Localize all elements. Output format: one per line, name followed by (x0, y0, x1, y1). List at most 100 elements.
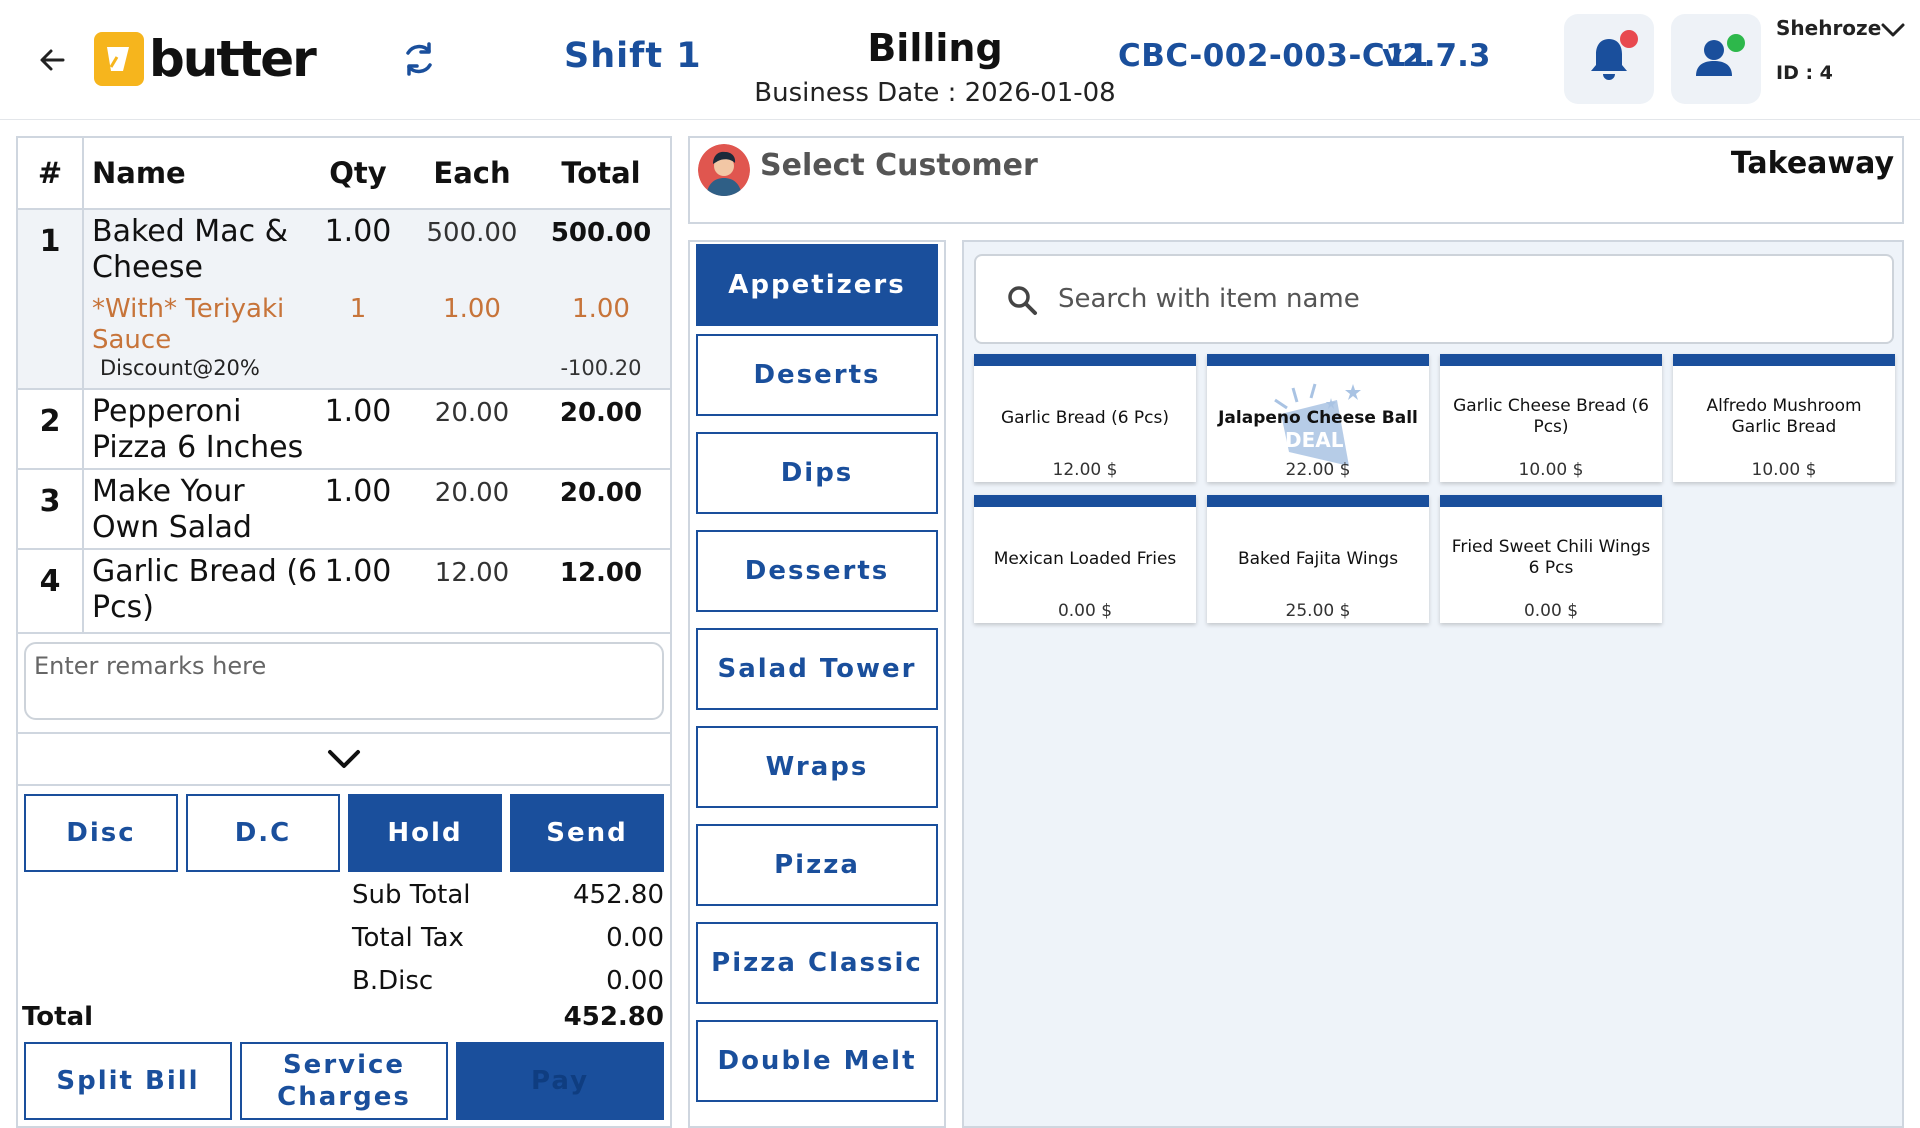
category-wraps[interactable]: Wraps (696, 726, 938, 808)
customer-avatar (698, 144, 750, 196)
category-dips[interactable]: Dips (696, 432, 938, 514)
category-deserts[interactable]: Deserts (696, 334, 938, 416)
item-total: 500.00 (550, 218, 652, 248)
sub-total-value: 452.80 (573, 880, 664, 910)
order-row[interactable]: 4 Garlic Bread (6 Pcs) 1.00 12.00 12.00 (18, 550, 670, 632)
menu-item-card[interactable]: Garlic Cheese Bread (6 Pcs) 10.00 $ (1440, 354, 1662, 482)
order-table-header: # Name Qty Each Total (18, 138, 670, 210)
column-divider (82, 138, 84, 632)
split-bill-button[interactable]: Split Bill (24, 1042, 232, 1120)
bdisc-label: B.Disc (352, 966, 434, 996)
item-total: 20.00 (559, 398, 643, 428)
menu-item-price: 0.00 $ (1523, 601, 1579, 621)
menu-item-card[interactable]: Garlic Bread (6 Pcs) 12.00 $ (974, 354, 1196, 482)
logo-text: butter (149, 30, 317, 88)
total-tax-label: Total Tax (352, 923, 464, 953)
hold-button[interactable]: Hold (348, 794, 502, 872)
deal-badge-label: DEAL (1285, 428, 1344, 452)
butter-logo: butter (94, 30, 317, 88)
column-total: Total (561, 156, 641, 190)
menu-item-card[interactable]: Baked Fajita Wings 25.00 $ (1207, 495, 1429, 623)
menu-item-price: 10.00 $ (1751, 460, 1817, 480)
row-number: 3 (39, 484, 61, 519)
item-name: Garlic Bread (6 Pcs) (92, 554, 318, 625)
column-each: Each (433, 156, 511, 190)
remarks-section (18, 632, 670, 734)
menu-item-name: Mexican Loaded Fries (993, 549, 1177, 569)
modifier-total: 1.00 (572, 294, 630, 324)
menu-item-card[interactable]: Alfredo Mushroom Garlic Bread 10.00 $ (1673, 354, 1895, 482)
notifications-button[interactable] (1564, 14, 1654, 104)
item-name: Make Your Own Salad (92, 474, 252, 545)
total-tax-value: 0.00 (606, 923, 664, 953)
refresh-icon (406, 42, 432, 76)
column-number: # (37, 156, 63, 190)
search-icon (1008, 286, 1037, 315)
item-each: 20.00 (434, 398, 510, 428)
user-name: Shehroze (1776, 16, 1882, 40)
item-name: Pepperoni Pizza 6 Inches (92, 394, 304, 465)
menu-item-card[interactable]: Fried Sweet Chili Wings 6 Pcs 0.00 $ (1440, 495, 1662, 623)
category-appetizers[interactable]: Appetizers (696, 244, 938, 326)
menu-item-name: Baked Fajita Wings (1237, 549, 1399, 569)
butter-logo-mark (94, 32, 144, 86)
category-pizza[interactable]: Pizza (696, 824, 938, 906)
category-desserts[interactable]: Desserts (696, 530, 938, 612)
search-input[interactable] (1058, 274, 1878, 324)
category-double-melt[interactable]: Double Melt (696, 1020, 938, 1102)
menu-item-name: Fried Sweet Chili Wings 6 Pcs (1451, 537, 1651, 578)
category-list: Appetizers Deserts Dips Desserts Salad T… (688, 240, 946, 1128)
bell-icon (1591, 39, 1627, 80)
menu-item-card[interactable]: Mexican Loaded Fries 0.00 $ (974, 495, 1196, 623)
item-each: 500.00 (426, 218, 518, 248)
business-date: Business Date : 2026-01-08 (754, 78, 1116, 108)
terminal-id: CBC-002-003-C11 (1118, 38, 1430, 74)
menu-item-name: Garlic Cheese Bread (6 Pcs) (1453, 396, 1649, 437)
order-row[interactable]: 1 Baked Mac & Cheese 1.00 500.00 500.00 … (18, 210, 670, 390)
deal-badge-icon (1274, 383, 1361, 466)
item-qty: 1.00 (324, 554, 392, 589)
menu-item-name: Alfredo Mushroom Garlic Bread (1706, 396, 1862, 437)
dc-button[interactable]: D.C (186, 794, 340, 872)
menu-item-price: 0.00 $ (1057, 601, 1113, 621)
chevron-down-icon[interactable] (1878, 18, 1908, 42)
menu-item-name: Garlic Bread (6 Pcs) (1000, 408, 1170, 428)
sync-button[interactable] (396, 36, 442, 82)
item-qty: 1.00 (324, 394, 392, 429)
discount-label: Discount@20% (100, 356, 260, 380)
row-number: 1 (39, 224, 61, 259)
pay-button[interactable]: Pay (456, 1042, 664, 1120)
back-button[interactable] (34, 42, 70, 78)
user-icon (1696, 40, 1732, 76)
item-total: 12.00 (559, 558, 643, 588)
category-salad-tower[interactable]: Salad Tower (696, 628, 938, 710)
disc-button[interactable]: Disc (24, 794, 178, 872)
user-button[interactable] (1671, 14, 1761, 104)
customer-selector[interactable]: Select Customer Takeaway (688, 136, 1904, 224)
service-charges-button[interactable]: Service Charges (240, 1042, 448, 1120)
item-each: 20.00 (434, 478, 510, 508)
item-total: 20.00 (559, 478, 643, 508)
notification-dot (1620, 30, 1638, 48)
menu-item-name: Jalapeno Cheese Ball (1218, 408, 1418, 428)
menu-item-price: 10.00 $ (1518, 460, 1584, 480)
menu-item-card[interactable]: DEAL Jalapeno Cheese Ball 22.00 $ (1207, 354, 1429, 482)
row-number: 2 (39, 404, 61, 439)
item-each: 12.00 (434, 558, 510, 588)
modifier-name: *With* Teriyaki Sauce (92, 294, 285, 355)
send-button[interactable]: Send (510, 794, 664, 872)
collapse-toggle[interactable] (18, 734, 670, 786)
user-id: ID : 4 (1776, 62, 1833, 84)
modifier-each: 1.00 (443, 294, 501, 324)
modifier-qty: 1 (349, 294, 367, 324)
item-name: Baked Mac & Cheese (92, 214, 288, 285)
column-name: Name (92, 156, 186, 190)
remarks-input[interactable] (24, 642, 664, 720)
order-row[interactable]: 2 Pepperoni Pizza 6 Inches 1.00 20.00 20… (18, 390, 670, 470)
category-pizza-classic[interactable]: Pizza Classic (696, 922, 938, 1004)
order-type-label[interactable]: Takeaway (1730, 146, 1894, 181)
page-title: Billing (867, 26, 1003, 70)
order-row[interactable]: 3 Make Your Own Salad 1.00 20.00 20.00 (18, 470, 670, 550)
discount-value: -100.20 (560, 356, 642, 380)
app-version: v2.7.3 (1382, 38, 1491, 74)
